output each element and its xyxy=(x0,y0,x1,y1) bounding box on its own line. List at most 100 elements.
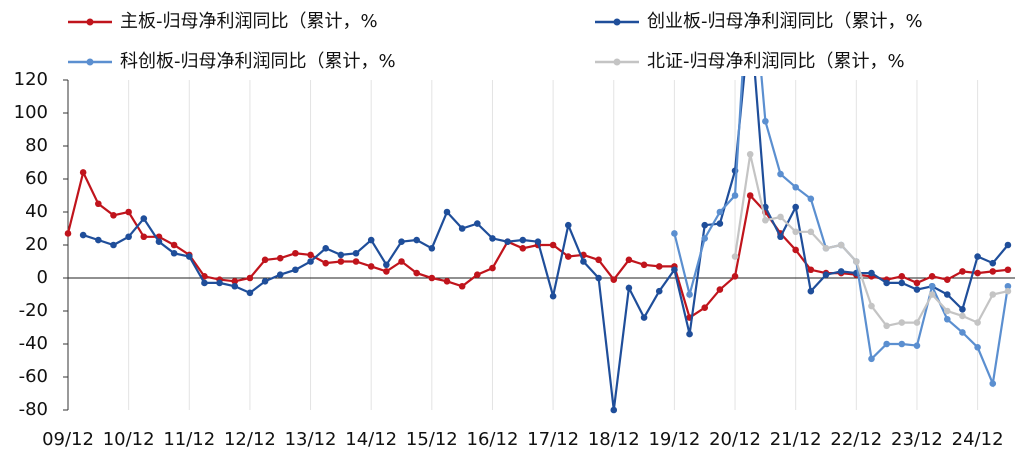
point xyxy=(170,241,178,249)
point xyxy=(610,406,618,414)
point xyxy=(185,253,193,260)
point xyxy=(261,256,269,264)
point xyxy=(640,261,648,269)
x-tick-label: 20/12 xyxy=(709,429,761,450)
point xyxy=(746,150,754,158)
point xyxy=(428,245,436,252)
point xyxy=(716,208,724,216)
point xyxy=(458,282,466,290)
point xyxy=(1004,241,1012,249)
point xyxy=(883,279,890,287)
x-tick-label: 10/12 xyxy=(103,429,155,450)
point xyxy=(140,215,148,222)
point xyxy=(383,261,390,269)
point xyxy=(398,258,405,265)
point xyxy=(746,192,754,199)
point xyxy=(216,279,223,287)
point xyxy=(292,266,299,274)
legend-marker xyxy=(86,58,94,66)
point xyxy=(519,236,527,244)
point xyxy=(292,249,299,257)
point xyxy=(913,319,921,326)
y-tick-label: -60 xyxy=(19,366,48,387)
point xyxy=(792,228,799,236)
x-tick-label: 12/12 xyxy=(224,429,276,450)
point xyxy=(383,268,390,275)
point xyxy=(959,268,966,275)
point xyxy=(504,238,511,245)
x-tick-label: 09/12 xyxy=(42,429,94,450)
point xyxy=(110,212,117,219)
point xyxy=(853,258,860,265)
y-tick-label: 80 xyxy=(25,135,48,156)
point xyxy=(474,220,481,227)
point xyxy=(716,286,724,293)
point xyxy=(580,258,587,265)
point xyxy=(913,286,921,293)
point xyxy=(777,170,784,178)
x-tick-label: 15/12 xyxy=(406,429,458,450)
point xyxy=(261,278,269,285)
point xyxy=(777,213,784,221)
point xyxy=(913,279,921,287)
point xyxy=(883,340,890,348)
point xyxy=(125,233,132,241)
legend-label: 主板-归母净利润同比（累计，% xyxy=(120,11,378,32)
point xyxy=(943,315,951,323)
x-tick-label: 22/12 xyxy=(830,429,882,450)
point xyxy=(974,269,981,277)
x-tick-label: 17/12 xyxy=(527,429,579,450)
point xyxy=(701,221,709,229)
point xyxy=(655,287,663,295)
legend-label: 科创板-归母净利润同比（累计，% xyxy=(120,51,396,72)
point xyxy=(777,233,784,241)
point xyxy=(276,271,284,279)
point xyxy=(807,287,815,295)
y-tick-label: 40 xyxy=(25,201,48,222)
point xyxy=(534,238,542,245)
point xyxy=(337,258,345,265)
point xyxy=(246,289,254,297)
point xyxy=(837,268,845,275)
point xyxy=(807,195,815,203)
legend-label: 北证-归母净利润同比（累计，% xyxy=(647,51,905,72)
point xyxy=(686,330,693,338)
x-tick-label: 21/12 xyxy=(770,429,822,450)
point xyxy=(959,306,966,313)
point xyxy=(625,284,633,292)
point xyxy=(307,251,314,259)
point xyxy=(79,169,87,176)
point xyxy=(898,279,906,287)
point xyxy=(1004,282,1012,290)
point xyxy=(898,340,906,348)
point xyxy=(868,302,875,310)
point xyxy=(519,245,527,252)
point xyxy=(352,249,360,257)
point xyxy=(807,228,815,236)
point xyxy=(701,304,709,312)
point xyxy=(1004,287,1012,295)
point xyxy=(989,259,997,267)
point xyxy=(1004,266,1012,274)
point xyxy=(489,235,496,242)
point xyxy=(322,259,330,267)
point xyxy=(625,256,633,264)
point xyxy=(458,225,466,232)
y-tick-label: 0 xyxy=(37,267,48,288)
point xyxy=(564,253,572,260)
x-tick-label: 24/12 xyxy=(952,429,1004,450)
legend-marker xyxy=(613,58,621,66)
point xyxy=(989,268,997,275)
point xyxy=(64,230,72,237)
point xyxy=(307,258,314,265)
point xyxy=(822,271,830,279)
x-tick-label: 16/12 xyxy=(467,429,519,450)
point xyxy=(474,271,481,279)
x-tick-label: 14/12 xyxy=(345,429,397,450)
point xyxy=(655,263,663,270)
plot-area xyxy=(64,76,1012,414)
point xyxy=(443,278,451,285)
legend-marker xyxy=(86,18,94,26)
point xyxy=(989,380,997,387)
